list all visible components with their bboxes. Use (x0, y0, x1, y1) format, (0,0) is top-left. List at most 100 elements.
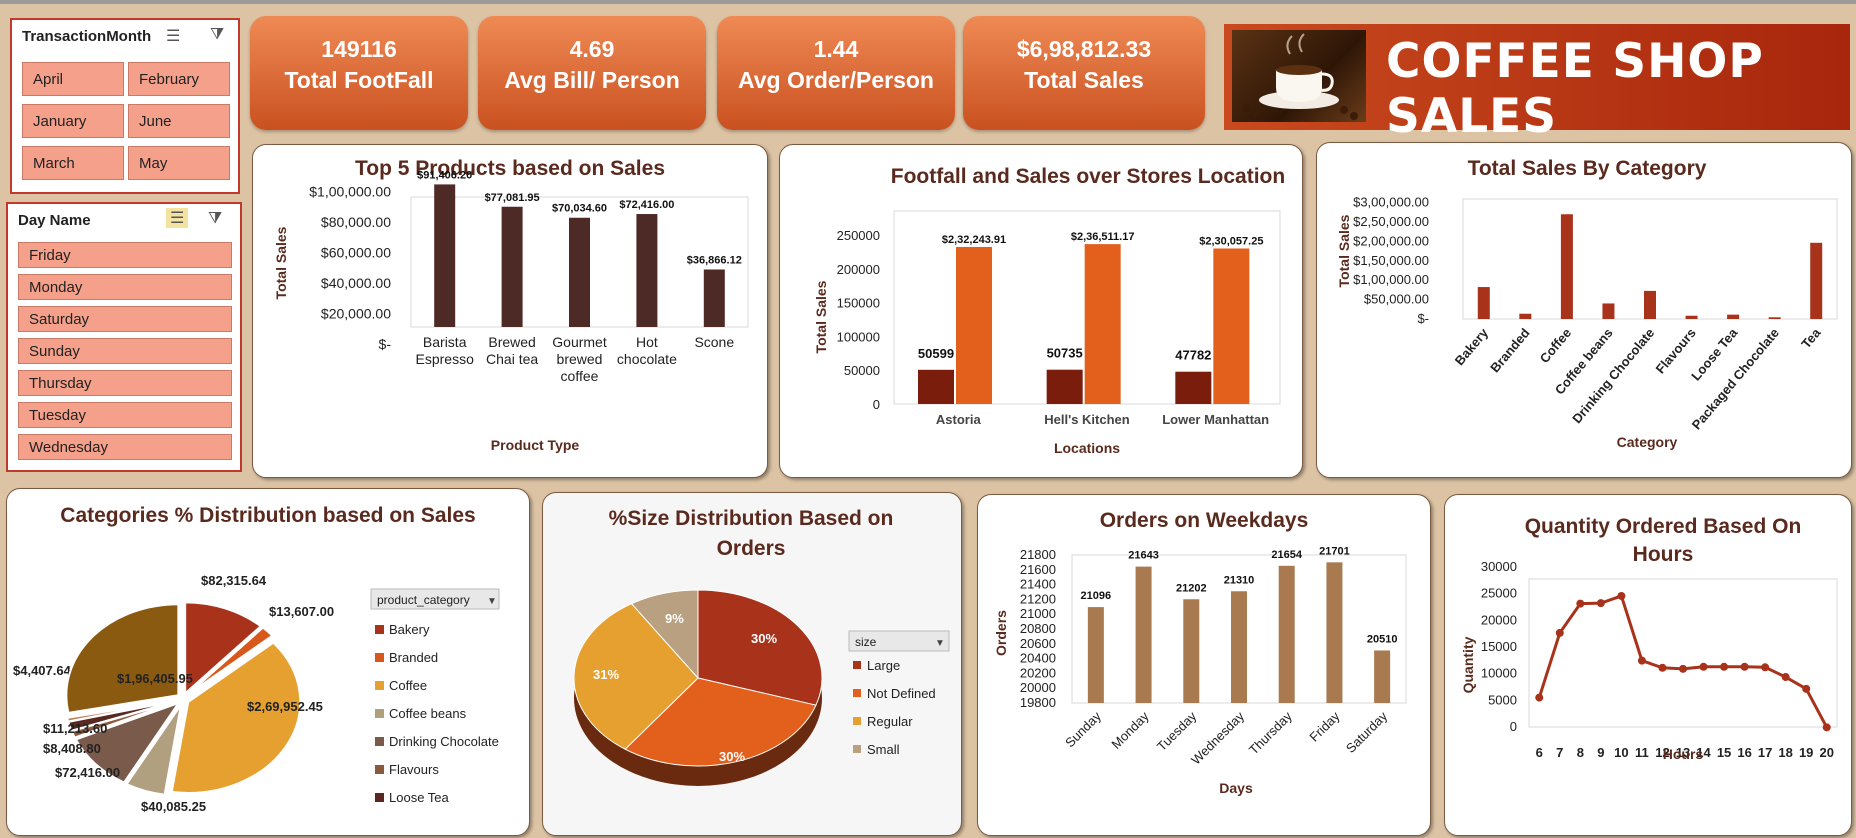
bar-footfall (1046, 369, 1083, 404)
data-label: 47782 (1175, 348, 1211, 363)
y-tick-label: 200000 (837, 262, 880, 277)
y-tick-label: 150000 (837, 296, 880, 311)
x-tick-label: 14 (1696, 745, 1711, 760)
slicer-item-day[interactable]: Sunday (18, 338, 232, 364)
legend-swatch (375, 737, 384, 746)
slicer-item-day[interactable]: Wednesday (18, 434, 232, 460)
x-tick-label: 6 (1536, 745, 1543, 760)
chart-title: Categories % Distribution based on Sales (60, 504, 475, 527)
top-products-chart-card: Top 5 Products based on Sales $- $20,000.0… (252, 144, 768, 478)
bar (1183, 599, 1200, 703)
bar (1374, 650, 1391, 703)
y-tick-label: 30000 (1481, 559, 1517, 574)
x-tick-label: Hot (636, 334, 658, 350)
pie-slice (624, 677, 817, 767)
x-tick-label: Saturday (1343, 708, 1391, 756)
y-tick-label: 20600 (1020, 636, 1056, 651)
bar (1685, 315, 1698, 319)
slicer-item-month[interactable]: April (22, 62, 124, 96)
bar (1087, 607, 1104, 703)
x-tick-label: 19 (1799, 745, 1813, 760)
slicer-item-month[interactable]: February (128, 62, 230, 96)
slicer-item-month[interactable]: May (128, 146, 230, 180)
x-tick-label: 10 (1614, 745, 1628, 760)
bar (1278, 565, 1295, 703)
data-label: 31% (593, 667, 619, 682)
multi-select-icon[interactable]: ☰ (166, 208, 189, 228)
coffee-cup-photo (1232, 30, 1366, 122)
x-axis-title: Locations (1054, 440, 1120, 456)
slicer-item-day[interactable]: Monday (18, 274, 232, 300)
legend-title: size (855, 635, 877, 649)
x-tick-label: chocolate (617, 351, 677, 367)
data-label: 30% (751, 631, 777, 646)
data-point (1535, 693, 1544, 702)
legend-swatch (375, 625, 384, 634)
x-axis-title: Category (1617, 434, 1678, 450)
x-tick-label: Barista (423, 334, 467, 350)
x-tick-label: 8 (1577, 745, 1584, 760)
legend-swatch (375, 793, 384, 802)
data-point (1720, 662, 1729, 671)
x-tick-label: Sunday (1062, 708, 1104, 750)
data-label: $77,081.95 (485, 192, 540, 204)
slicer-item-day[interactable]: Friday (18, 242, 232, 268)
bar (1602, 303, 1615, 319)
slicer-item-day[interactable]: Tuesday (18, 402, 232, 428)
x-tick-label: 7 (1556, 745, 1563, 760)
data-point (1658, 663, 1667, 672)
chart-title: Top 5 Products based on Sales (355, 157, 665, 180)
y-tick-label: 20200 (1020, 665, 1056, 680)
pie-slice (184, 601, 263, 696)
y-axis-title: Total Sales (273, 226, 289, 299)
y-tick-label: 21000 (1020, 606, 1056, 621)
data-label: $2,36,511.17 (1071, 231, 1135, 243)
legend-swatch (375, 681, 384, 690)
data-point (1679, 664, 1687, 673)
kpi-value: $6,98,812.33 (1016, 36, 1152, 62)
bar (1326, 562, 1343, 703)
data-label: 50735 (1047, 346, 1083, 361)
bar (1231, 591, 1247, 703)
slicer-item-month[interactable]: March (22, 146, 124, 180)
data-label: $40,085.25 (141, 799, 206, 814)
legend-swatch (853, 745, 861, 753)
kpi-label: Total FootFall (284, 67, 434, 93)
multi-select-icon[interactable]: ☰ (166, 28, 181, 45)
legend-label: Branded (389, 650, 438, 665)
kpi-label: Total Sales (1024, 67, 1144, 93)
clear-filter-icon[interactable]: ⧩ (208, 210, 223, 227)
category-sales-chart: Total Sales By Category $- $50,000.00 $1,00… (1336, 157, 1838, 450)
y-tick-label: $- (1417, 311, 1429, 326)
slicer-item-day[interactable]: Thursday (18, 370, 232, 396)
slicer-item-day[interactable]: Saturday (18, 306, 232, 332)
data-label: 21643 (1128, 550, 1159, 562)
pie-slice (170, 641, 302, 794)
slicer-item-month[interactable]: June (128, 104, 230, 138)
bar (1135, 566, 1152, 703)
x-tick-label: 20 (1819, 745, 1833, 760)
kpi-total-sales: $6,98,812.33 Total Sales (963, 16, 1205, 130)
x-axis-title: Hours (1663, 746, 1704, 762)
x-tick-label: Chai tea (486, 351, 538, 367)
data-point (1740, 662, 1749, 671)
legend-label: Small (867, 742, 900, 757)
hourly-quantity-chart-card: Quantity Ordered Based On Hours 0 5000 10000… (1444, 494, 1852, 836)
x-tick-label: Espresso (416, 351, 475, 367)
bar-sales (956, 247, 992, 404)
bar (501, 206, 523, 327)
pie-slice (65, 603, 180, 714)
x-tick-label: Monday (1108, 708, 1152, 752)
pie-slice (573, 603, 699, 750)
x-tick-label: Gourmet (552, 334, 607, 350)
legend-filter-button (848, 630, 950, 652)
y-tick-label: $40,000.00 (321, 275, 391, 291)
x-tick-label: Coffee (1537, 325, 1574, 366)
bar (434, 184, 456, 327)
y-tick-label: 19800 (1020, 695, 1056, 710)
weekday-orders-chart-card: Orders on Weekdays 19800 20000 20200 20400 20… (977, 494, 1431, 836)
clear-filter-icon[interactable]: ⧩ (210, 26, 225, 43)
plot-area (1528, 578, 1838, 728)
slicer-item-month[interactable]: January (22, 104, 124, 138)
y-tick-label: 21800 (1020, 547, 1056, 562)
